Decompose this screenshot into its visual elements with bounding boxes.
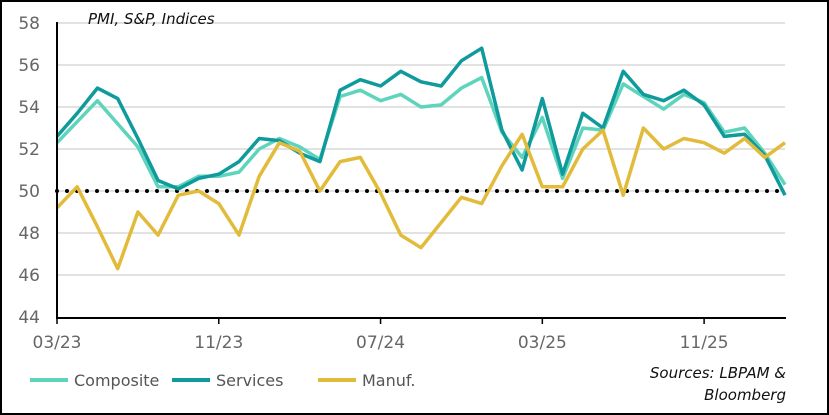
x-tick-label: 11/23: [194, 333, 243, 353]
y-tick-label: 46: [18, 266, 40, 286]
legend-label: Composite: [74, 371, 159, 390]
y-tick-label: 48: [18, 224, 40, 244]
chart-title: PMI, S&P, Indices: [88, 10, 215, 28]
series-line-services: [55, 46, 787, 196]
source-line-2: Bloomberg: [704, 386, 786, 404]
y-tick-label: 58: [18, 14, 40, 34]
x-tick-label: 07/24: [356, 333, 405, 353]
y-tick-label: 56: [18, 56, 40, 76]
series-line-manuf: [55, 126, 787, 271]
legend: Composite Services Manuf.: [30, 371, 415, 390]
legend-item: Manuf.: [318, 371, 415, 390]
legend-label: Services: [216, 371, 283, 390]
series-line-composite: [55, 75, 787, 189]
y-tick-label: 54: [18, 98, 40, 118]
legend-item: Composite: [30, 371, 159, 390]
y-tick-label: 50: [18, 182, 40, 202]
y-axis-ticks: 44 46 48 50 52 54 56 58: [18, 14, 40, 328]
series-lines: [55, 46, 787, 271]
source-line-1: Sources: LBPAM &: [650, 364, 786, 382]
gridlines: [57, 22, 785, 276]
x-tick-label: 03/25: [518, 333, 567, 353]
x-tick-label: 03/23: [33, 333, 82, 353]
x-axis-ticks: 03/23 11/23 07/24 03/25 11/25: [33, 318, 729, 353]
y-tick-label: 52: [18, 140, 40, 160]
x-tick-label: 11/25: [680, 333, 729, 353]
y-tick-label: 44: [18, 308, 40, 328]
legend-label: Manuf.: [362, 371, 415, 390]
legend-item: Services: [172, 371, 283, 390]
